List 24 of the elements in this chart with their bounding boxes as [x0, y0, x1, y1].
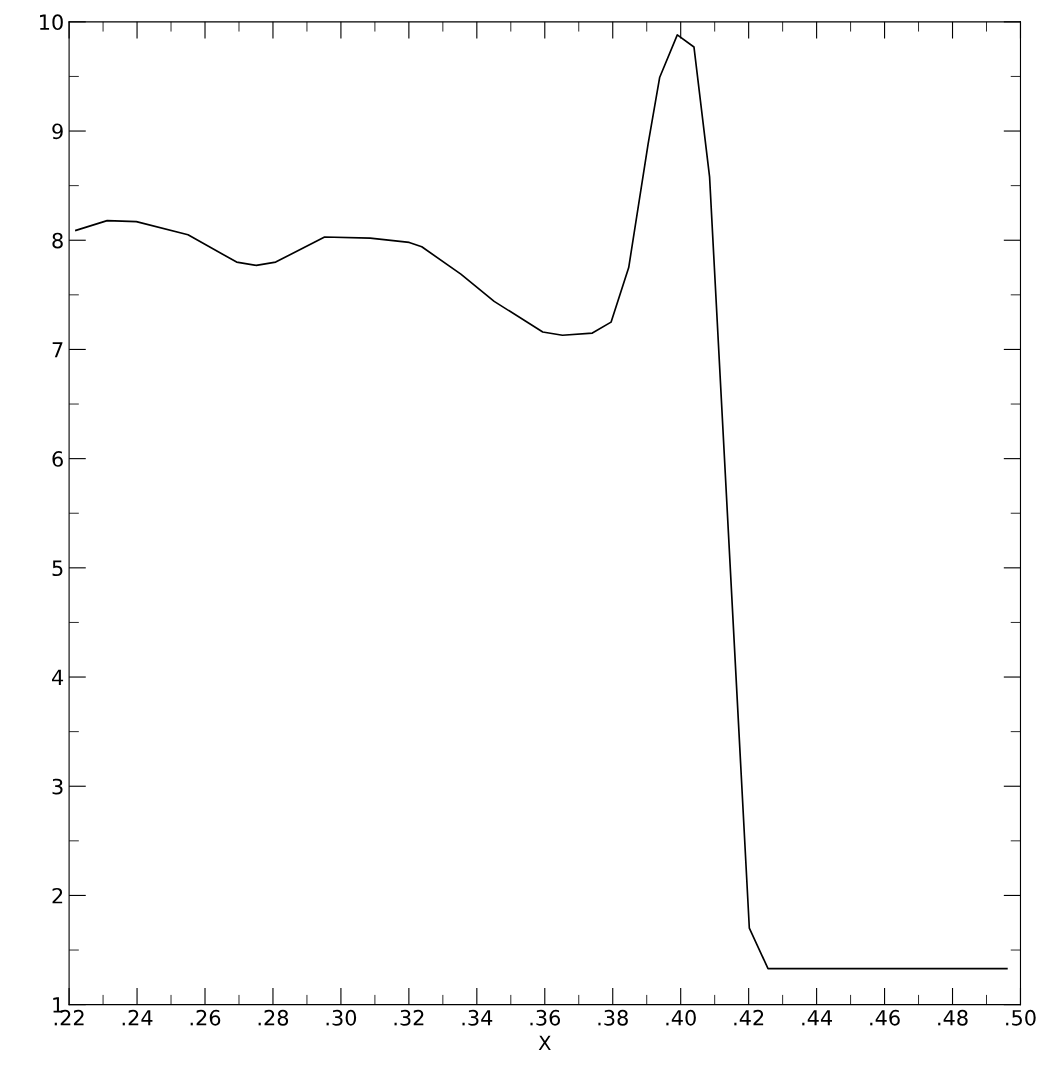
y-tick-label: 8	[52, 232, 63, 249]
y-tick-label: 6	[52, 451, 63, 467]
y-tick-label: 10	[40, 14, 63, 31]
x-tick-label: .36	[530, 1009, 561, 1026]
x-axis-title: X	[538, 1035, 551, 1050]
y-tick-label: 7	[52, 342, 63, 358]
y-tick-label: 2	[52, 887, 63, 904]
x-tick-label: .42	[734, 1009, 764, 1026]
x-tick-label: .34	[462, 1009, 493, 1026]
x-tick-label: .28	[258, 1009, 289, 1026]
y-tick-label: 9	[52, 123, 63, 140]
x-tick-label: .24	[122, 1009, 153, 1026]
x-tick-label: .30	[326, 1009, 357, 1026]
y-tick-label: 5	[52, 560, 63, 577]
x-tick-label: .32	[394, 1009, 424, 1026]
x-tick-label: .40	[666, 1009, 696, 1026]
y-tick-label: 3	[52, 778, 63, 795]
x-tick-label: .44	[802, 1010, 833, 1026]
x-tick-label: .50	[1006, 1009, 1036, 1026]
x-tick-label: .46	[870, 1009, 900, 1026]
y-tick-label: 4	[52, 669, 64, 685]
x-tick-label: .38	[598, 1009, 628, 1026]
x-tick-label: .48	[938, 1009, 968, 1026]
x-tick-label: .26	[190, 1009, 221, 1026]
